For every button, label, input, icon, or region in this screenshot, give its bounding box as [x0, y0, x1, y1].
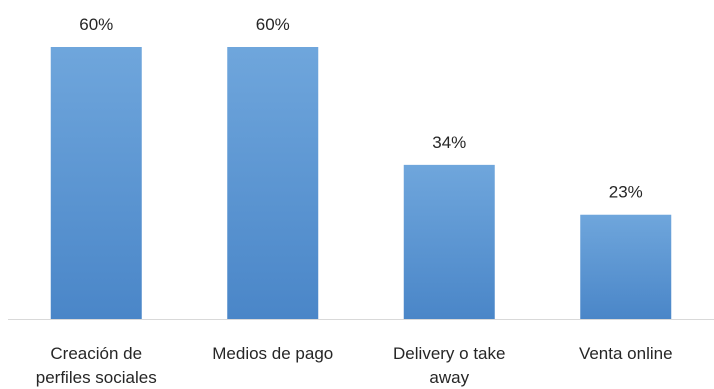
bar-4 [580, 214, 672, 319]
category-label-1-line-2: perfiles sociales [36, 368, 157, 387]
category-label-3-line-2: away [429, 368, 469, 387]
bar-3 [403, 164, 495, 319]
bar-1 [50, 47, 142, 319]
category-label-2-line-1: Medios de pago [212, 344, 333, 363]
data-label-2: 60% [256, 15, 290, 34]
category-label-1-line-1: Creación de [50, 344, 142, 363]
category-label-4-line-1: Venta online [579, 344, 673, 363]
bars-layer [50, 47, 672, 319]
data-label-4: 23% [609, 183, 643, 202]
data-label-3: 34% [432, 133, 466, 152]
data-label-1: 60% [79, 15, 113, 34]
bar-2 [227, 47, 319, 319]
category-label-3-line-1: Delivery o take [393, 344, 505, 363]
category-labels-layer: Creación de perfiles sociales Medios de pa… [36, 344, 673, 387]
data-labels-layer: 60% 60% 34% 23% [79, 15, 643, 202]
